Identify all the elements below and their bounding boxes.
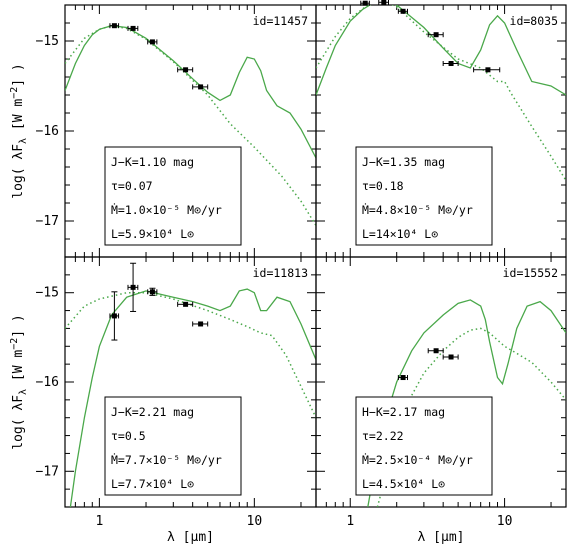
model-curve-dotted xyxy=(376,327,566,507)
panel-id-label: id=15552 xyxy=(503,266,558,280)
data-point xyxy=(111,313,117,319)
info-color-index: J−K=1.35 mag xyxy=(362,155,445,169)
info-tau: τ=0.07 xyxy=(111,179,153,193)
y-tick-label: −17 xyxy=(36,464,59,479)
x-tick-label: 1 xyxy=(95,514,103,529)
data-point xyxy=(130,25,136,31)
data-point xyxy=(381,0,387,5)
data-point xyxy=(111,23,117,29)
model-curve-solid xyxy=(65,25,316,159)
sed-panel: 1 10 id=15552 H−K=2.17 mag τ=2.22 Ṁ=2.5×10⁻⁴ … xyxy=(315,256,567,529)
info-mdot: Ṁ=4.8×10⁻⁵ M⊙/yr xyxy=(362,202,473,217)
info-box xyxy=(104,396,242,496)
model-curve-solid xyxy=(69,288,316,507)
model-curve-dotted xyxy=(316,5,566,181)
y-axis-label-part: λ xyxy=(18,389,29,395)
y-axis-label-part: −2 xyxy=(9,87,20,99)
panel-id-label: id=11813 xyxy=(253,266,308,280)
data-point xyxy=(183,301,189,307)
info-box xyxy=(355,146,493,246)
data-point xyxy=(400,375,406,381)
info-lum: L=4.5×10⁴ L⊙ xyxy=(362,477,445,491)
x-tick-label: 1 xyxy=(346,514,354,529)
info-mdot: Ṁ=2.5×10⁻⁴ M⊙/yr xyxy=(362,452,473,467)
y-axis-label-part: [W m xyxy=(11,350,26,389)
info-lum: L=14×10⁴ L⊙ xyxy=(362,227,438,241)
model-curve-solid xyxy=(367,299,566,507)
y-axis-label-part: [W m xyxy=(11,99,26,138)
sed-panel: id=8035 J−K=1.35 mag τ=0.18 Ṁ=4.8×10⁻⁵ M⊙/y… xyxy=(315,0,567,258)
sed-panel: −15 −16 −17 id=11457 J−K=1.10 mag τ=0.07 Ṁ=1.0… xyxy=(36,4,317,258)
y-axis-label: log( λFλ [W m−2] ) xyxy=(9,314,29,450)
model-curve-solid xyxy=(316,5,566,96)
y-axis-label-part: ] ) xyxy=(11,63,26,86)
y-tick-label: −15 xyxy=(36,286,59,301)
data-point xyxy=(433,348,439,354)
y-axis-label-part: −2 xyxy=(9,338,20,350)
info-box xyxy=(355,396,493,496)
y-tick-label: −17 xyxy=(36,214,59,229)
info-lum: L=7.7×10⁴ L⊙ xyxy=(111,477,194,491)
sed-panel: −15 −16 −17 1 10 id=11813 J−K=2.21 mag τ=0.5 Ṁ=7… xyxy=(36,256,317,529)
info-color-index: H−K=2.17 mag xyxy=(362,405,445,419)
y-axis-label-part: log( λF xyxy=(11,144,26,199)
info-tau: τ=2.22 xyxy=(362,429,404,443)
y-tick-label: −16 xyxy=(36,124,59,139)
info-lum: L=5.9×10⁴ L⊙ xyxy=(111,227,194,241)
panel-id-label: id=8035 xyxy=(510,14,558,28)
info-box xyxy=(104,146,242,246)
model-curve-dotted xyxy=(65,24,316,226)
data-point xyxy=(448,61,454,66)
panel-grid: −15 −16 −17 id=11457 J−K=1.10 mag τ=0.07 Ṁ=1.0… xyxy=(9,0,567,529)
y-axis-label-part: λ xyxy=(18,138,29,144)
data-point xyxy=(448,354,454,360)
x-axis-label: λ [μm] xyxy=(167,530,214,545)
info-mdot: Ṁ=7.7×10⁻⁵ M⊙/yr xyxy=(111,452,222,467)
panel-id-label: id=11457 xyxy=(253,14,308,28)
x-axis-label-right: λ [μm] xyxy=(418,530,465,545)
y-axis-label-part: ] ) xyxy=(11,314,26,337)
data-point xyxy=(485,67,491,73)
info-color-index: J−K=1.10 mag xyxy=(111,155,194,169)
data-point xyxy=(130,284,136,290)
data-point xyxy=(198,84,204,90)
model-curve-dotted xyxy=(65,291,316,419)
data-point xyxy=(433,32,439,38)
data-point xyxy=(362,0,368,6)
x-tick-label: 10 xyxy=(247,514,263,529)
data-point xyxy=(149,289,155,295)
info-tau: τ=0.18 xyxy=(362,179,404,193)
info-color-index: J−K=2.21 mag xyxy=(111,405,194,419)
info-mdot: Ṁ=1.0×10⁻⁵ M⊙/yr xyxy=(111,202,222,217)
x-tick-label: 10 xyxy=(497,514,513,529)
info-tau: τ=0.5 xyxy=(111,429,146,443)
data-point xyxy=(149,39,155,45)
y-axis-label: log( λFλ [W m−2] ) xyxy=(9,63,29,199)
data-point xyxy=(198,321,204,327)
data-point xyxy=(400,8,406,14)
y-tick-label: −15 xyxy=(36,34,59,49)
y-axis-label-part: log( λF xyxy=(11,395,26,450)
y-tick-label: −16 xyxy=(36,375,59,390)
data-point xyxy=(183,67,189,73)
